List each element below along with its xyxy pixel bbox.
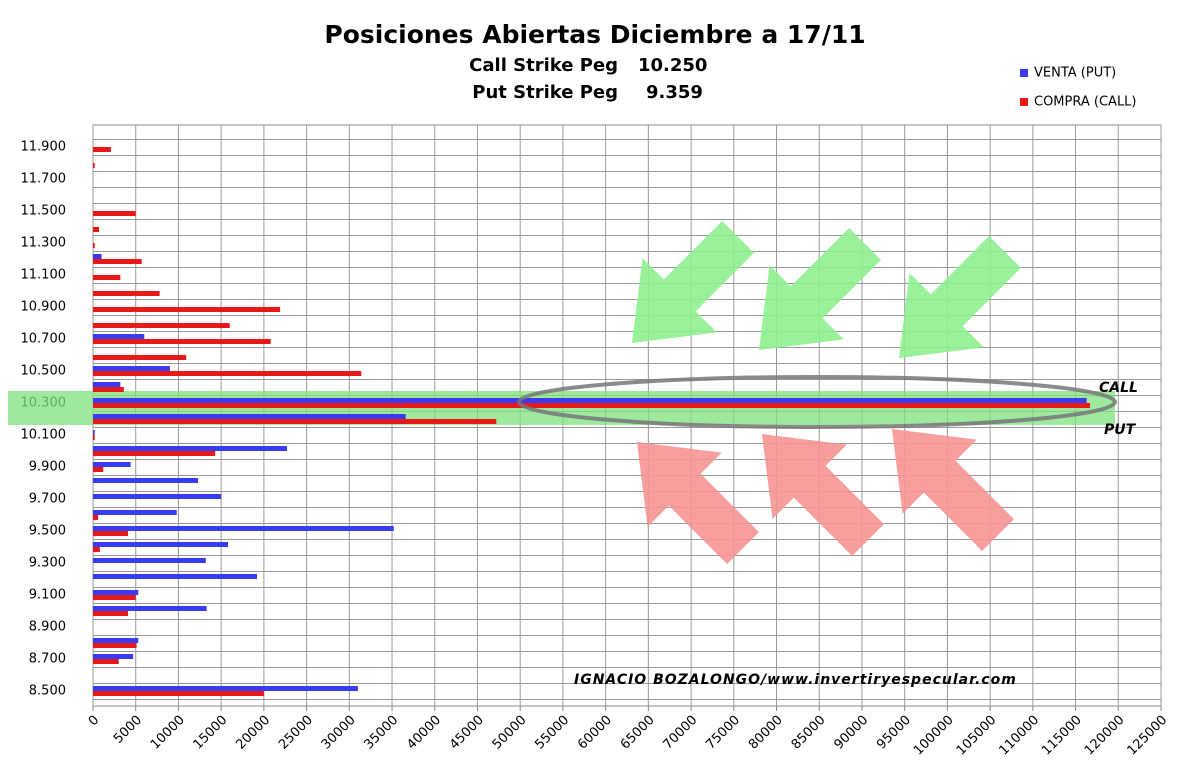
bar bbox=[93, 558, 206, 563]
arrow bbox=[891, 428, 1014, 551]
y-tick-label: 9.100 bbox=[29, 588, 66, 603]
y-tick-label: 10.700 bbox=[21, 332, 67, 347]
legend-label: VENTA (PUT) bbox=[1034, 66, 1116, 81]
annotation: PUT bbox=[1104, 422, 1137, 438]
subtitle-value: 10.250 bbox=[638, 55, 707, 76]
legend-swatch bbox=[1020, 98, 1028, 106]
bar bbox=[93, 590, 139, 595]
legend-label: COMPRA (CALL) bbox=[1034, 95, 1137, 110]
subtitle: Call Strike Peg bbox=[469, 55, 618, 76]
y-tick-label: 9.900 bbox=[29, 460, 66, 475]
bar bbox=[93, 414, 406, 419]
bar bbox=[93, 515, 99, 520]
bar bbox=[93, 435, 95, 440]
y-tick-label: 10.900 bbox=[21, 300, 67, 315]
bar bbox=[93, 275, 121, 280]
bar bbox=[93, 462, 131, 467]
subtitle-value: 9.359 bbox=[646, 82, 703, 103]
y-tick-label: 8.500 bbox=[29, 684, 66, 699]
bar bbox=[93, 355, 187, 360]
bar bbox=[93, 334, 145, 339]
y-tick-label: 11.700 bbox=[21, 172, 67, 187]
bar bbox=[93, 446, 287, 451]
bar bbox=[93, 510, 177, 515]
bar bbox=[93, 419, 497, 424]
green-arrows bbox=[631, 221, 1021, 359]
chart-title: Posiciones Abiertas Diciembre a 17/11 bbox=[324, 20, 865, 49]
bar bbox=[93, 478, 199, 483]
bar bbox=[93, 643, 137, 648]
y-tick-label: 10.500 bbox=[21, 364, 67, 379]
bar bbox=[93, 467, 104, 472]
bar bbox=[93, 542, 228, 547]
bar bbox=[93, 691, 264, 696]
bar bbox=[93, 147, 111, 152]
bar bbox=[93, 323, 230, 328]
y-tick-label: 10.100 bbox=[21, 428, 67, 443]
bar bbox=[93, 494, 222, 499]
bar bbox=[93, 291, 160, 296]
bar bbox=[93, 387, 124, 392]
y-tick-label: 9.300 bbox=[29, 556, 66, 571]
bar bbox=[93, 163, 95, 168]
bar bbox=[93, 574, 258, 579]
bar bbox=[93, 371, 362, 376]
y-tick-label: 8.700 bbox=[29, 652, 66, 667]
bar bbox=[93, 595, 136, 600]
bar bbox=[93, 398, 1087, 403]
bar bbox=[93, 526, 394, 531]
watermark: IGNACIO BOZALONGO/www.invertiryespecular… bbox=[574, 672, 1017, 688]
bar bbox=[93, 654, 134, 659]
bar bbox=[93, 382, 121, 387]
bar bbox=[93, 531, 129, 536]
legend-swatch bbox=[1020, 69, 1028, 77]
y-tick-label: 9.700 bbox=[29, 492, 66, 507]
highlight-ellipse bbox=[517, 375, 1117, 429]
bar bbox=[93, 307, 281, 312]
y-tick-label: 9.500 bbox=[29, 524, 66, 539]
annotation: CALL bbox=[1099, 380, 1138, 396]
bar bbox=[93, 606, 207, 611]
subtitle: Put Strike Peg bbox=[472, 82, 618, 103]
bar bbox=[93, 430, 95, 435]
bar bbox=[93, 638, 139, 643]
arrow bbox=[761, 433, 884, 556]
bar bbox=[93, 339, 271, 344]
bar bbox=[93, 211, 136, 216]
bar bbox=[93, 259, 142, 264]
bars bbox=[93, 147, 1091, 696]
y-tick-label: 11.300 bbox=[21, 236, 67, 251]
arrow bbox=[631, 221, 754, 344]
y-tick-label: 11.100 bbox=[21, 268, 67, 283]
bar bbox=[93, 227, 99, 232]
arrow bbox=[758, 228, 881, 351]
y-tick-label: 11.900 bbox=[21, 140, 67, 155]
arrow bbox=[636, 441, 759, 564]
bar bbox=[93, 547, 100, 552]
y-tick-label: 8.900 bbox=[29, 620, 66, 635]
bar bbox=[93, 659, 119, 664]
bar bbox=[93, 611, 129, 616]
arrow bbox=[898, 236, 1021, 359]
bar bbox=[93, 366, 170, 371]
y-tick-label: 11.500 bbox=[21, 204, 67, 219]
bar bbox=[93, 254, 102, 259]
bar bbox=[93, 243, 95, 248]
legend: VENTA (PUT) COMPRA (CALL) bbox=[1020, 66, 1137, 110]
bar bbox=[93, 451, 216, 456]
bar bbox=[93, 403, 1091, 408]
bar bbox=[93, 686, 358, 691]
red-arrows bbox=[636, 428, 1014, 564]
